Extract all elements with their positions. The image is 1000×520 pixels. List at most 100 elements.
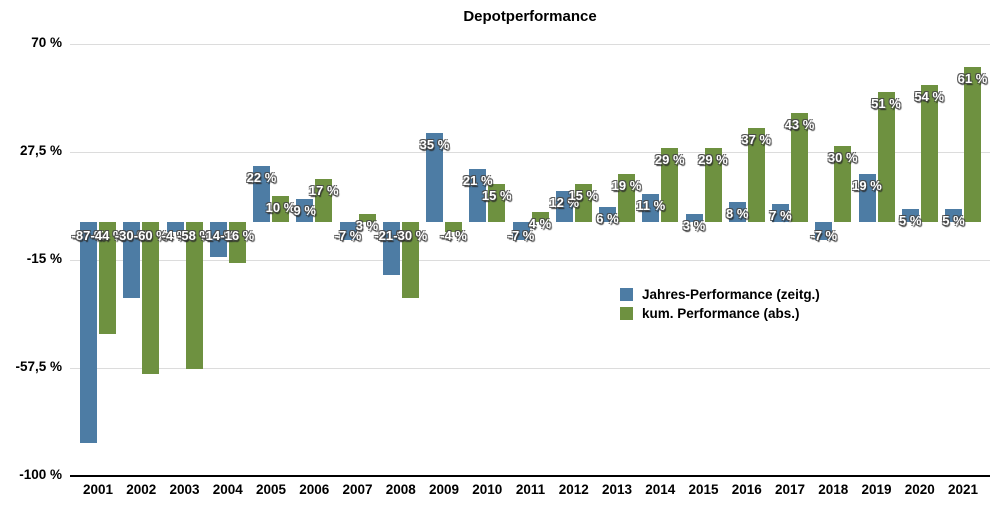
bar	[618, 173, 635, 222]
x-axis-year-label: 2012	[558, 482, 589, 497]
bar-value-label: 10 %	[265, 200, 296, 216]
y-axis-tick-label: -57,5 %	[15, 359, 62, 374]
bar-value-label: 5 %	[942, 213, 965, 229]
bar-value-label: -14 %	[201, 227, 236, 243]
bar-value-label: 19 %	[852, 177, 882, 193]
legend: Jahres-Performance (zeitg.) kum. Perform…	[620, 286, 820, 324]
bar	[339, 221, 357, 240]
bar	[877, 92, 895, 222]
legend-item-kum-performance: kum. Performance (abs.)	[620, 305, 820, 321]
x-axis-year-label: 2017	[774, 482, 806, 497]
bar-value-label: 12 %	[549, 195, 580, 211]
bar-value-label: 43 %	[784, 116, 815, 132]
x-axis-year-label: 2004	[212, 482, 243, 497]
bar-value-label: 5 %	[899, 213, 922, 229]
bar-value-label: -7 %	[507, 227, 535, 243]
x-axis-year-label: 2015	[688, 482, 719, 497]
bar-value-label: 35 %	[419, 136, 450, 152]
bar	[209, 221, 227, 258]
bar	[747, 127, 765, 222]
chart-title: Depotperformance	[463, 8, 597, 25]
gridline	[70, 368, 990, 369]
bar	[228, 221, 246, 263]
bar	[704, 148, 722, 222]
x-axis-year-label: 2003	[169, 482, 200, 497]
bar	[401, 221, 419, 299]
bar	[815, 221, 833, 240]
bar	[488, 183, 506, 222]
bar-value-label: 8 %	[726, 205, 749, 221]
x-axis-year-label: 2010	[472, 482, 503, 497]
bar-value-label: -21 %	[374, 227, 409, 243]
bar	[469, 168, 487, 222]
legend-item-jahres-performance: Jahres-Performance (zeitg.)	[620, 286, 820, 302]
bar	[661, 148, 679, 222]
bar-value-label: -30 %	[393, 227, 428, 243]
bar-value-label: 9 %	[293, 203, 316, 218]
legend-swatch-blue-icon	[620, 287, 633, 301]
bar-value-label: 61 %	[957, 70, 988, 86]
bar-value-label: 3 %	[682, 218, 706, 234]
bar-value-label: -30 %	[114, 227, 149, 243]
bar-value-label: -4 %	[161, 227, 189, 243]
y-axis-tick-label: -100 %	[19, 467, 62, 482]
bar-value-label: 54 %	[914, 88, 945, 104]
bar	[834, 145, 852, 222]
bar	[382, 221, 400, 276]
bar	[445, 221, 462, 233]
bar	[426, 132, 443, 222]
legend-swatch-green-icon	[620, 306, 633, 320]
bar-value-label: 7 %	[769, 208, 792, 224]
bar-value-label: 19 %	[611, 177, 642, 193]
bar-value-label: -58 %	[177, 227, 211, 243]
y-axis-tick-label: 70 %	[31, 35, 62, 50]
bar	[272, 196, 289, 222]
bar	[642, 193, 660, 222]
bar	[791, 112, 808, 222]
x-axis-year-label: 2016	[731, 482, 762, 497]
x-axis-year-label: 2002	[126, 482, 157, 497]
bar	[920, 84, 938, 222]
bar-value-label: -16 %	[220, 227, 255, 243]
bar	[964, 66, 981, 222]
bar-value-label: 37 %	[741, 131, 772, 147]
bar-value-label: 29 %	[654, 152, 685, 168]
x-axis-year-label: 2005	[255, 482, 287, 497]
bar	[599, 206, 616, 222]
x-axis-year-label: 2021	[947, 482, 979, 497]
bar	[99, 221, 116, 334]
x-axis-line	[70, 475, 990, 477]
x-axis-year-label: 2018	[818, 482, 849, 497]
bar-value-label: 22 %	[246, 169, 277, 185]
bar	[772, 204, 789, 222]
bar	[945, 209, 962, 222]
bar	[296, 199, 314, 222]
bar	[574, 183, 592, 222]
y-axis-tick-label: -15 %	[26, 251, 62, 266]
x-axis-year-label: 2006	[299, 482, 330, 497]
x-axis-year-label: 2011	[515, 482, 546, 497]
x-axis-year-label: 2009	[428, 482, 460, 497]
gridline	[70, 44, 990, 45]
bar-value-label: -44 %	[90, 227, 125, 243]
bar	[123, 221, 141, 299]
gridline	[70, 260, 990, 261]
bar	[80, 221, 97, 443]
bar	[858, 173, 876, 222]
x-axis-year-label: 2008	[385, 482, 416, 497]
bar	[315, 178, 333, 222]
x-axis-year-label: 2014	[645, 482, 676, 497]
x-axis-year-label: 2007	[342, 482, 373, 497]
bar	[185, 221, 203, 370]
bar	[142, 221, 160, 375]
bar	[685, 214, 703, 222]
x-axis-year-label: 2001	[82, 482, 114, 497]
bar-value-label: 3 %	[355, 218, 379, 234]
bar-value-label: 29 %	[698, 152, 728, 168]
x-axis-year-label: 2019	[861, 482, 892, 497]
legend-label-jahres-performance: Jahres-Performance (zeitg.)	[642, 286, 820, 302]
bar-value-label: -7 %	[810, 227, 838, 243]
bar-value-label: 4 %	[528, 215, 552, 231]
bar	[531, 211, 549, 222]
